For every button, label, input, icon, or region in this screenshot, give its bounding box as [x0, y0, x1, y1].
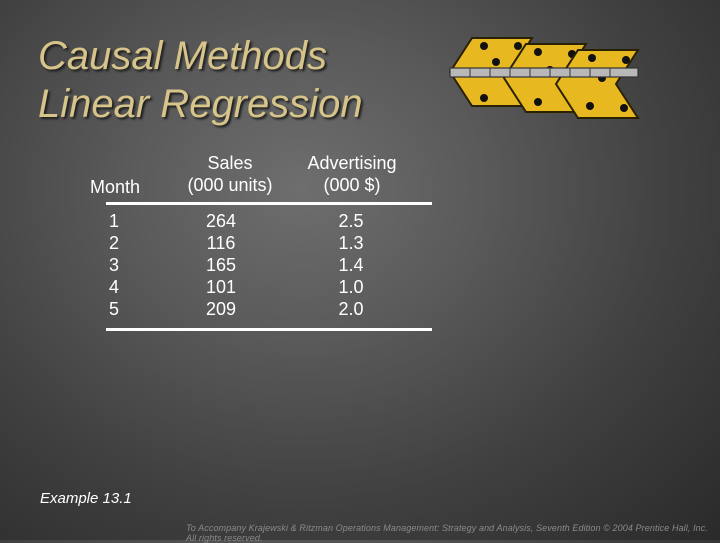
hinge-bar: [449, 67, 639, 78]
table-cell: 5: [108, 299, 119, 319]
table-cell: 165: [205, 255, 237, 275]
header-sales-line-1: Sales: [207, 153, 253, 173]
table-cell: 209: [205, 299, 237, 319]
title-line-2: Linear Regression: [38, 82, 363, 126]
sales-column: 264 116 165 101 209: [196, 210, 246, 320]
slide-title: Causal Methods Linear Regression: [38, 32, 363, 128]
table-cell: 2.5: [338, 211, 364, 231]
table-cell: 1.3: [338, 233, 364, 253]
table-cell: 4: [108, 277, 119, 297]
table-cell: 1: [108, 211, 119, 231]
header-advertising-line-2: (000 $): [323, 175, 381, 195]
header-advertising-line-1: Advertising: [307, 153, 397, 173]
month-column: 1 2 3 4 5: [96, 210, 132, 320]
footer-rule: [106, 328, 432, 331]
table-cell: 2.0: [338, 299, 364, 319]
header-month: Month: [89, 177, 141, 197]
table-cell: 116: [206, 233, 236, 253]
table-cell: 3: [108, 255, 119, 275]
table-cell: 264: [205, 211, 237, 231]
advertising-column: 2.5 1.3 1.4 1.0 2.0: [326, 210, 376, 320]
title-line-1: Causal Methods: [38, 34, 328, 78]
header-advertising: Advertising (000 $): [290, 152, 414, 196]
example-label: Example 13.1: [40, 490, 132, 507]
hinged-dice-icon: [448, 37, 640, 119]
header-sales: Sales (000 units): [165, 152, 295, 196]
table-cell: 2: [108, 233, 119, 253]
header-rule: [106, 202, 432, 205]
table-cell: 1.4: [338, 255, 364, 275]
copyright-footer: To Accompany Krajewski & Ritzman Operati…: [186, 523, 708, 543]
table-cell: 101: [205, 277, 237, 297]
header-sales-line-2: (000 units): [187, 175, 273, 195]
table-cell: 1.0: [338, 277, 364, 297]
